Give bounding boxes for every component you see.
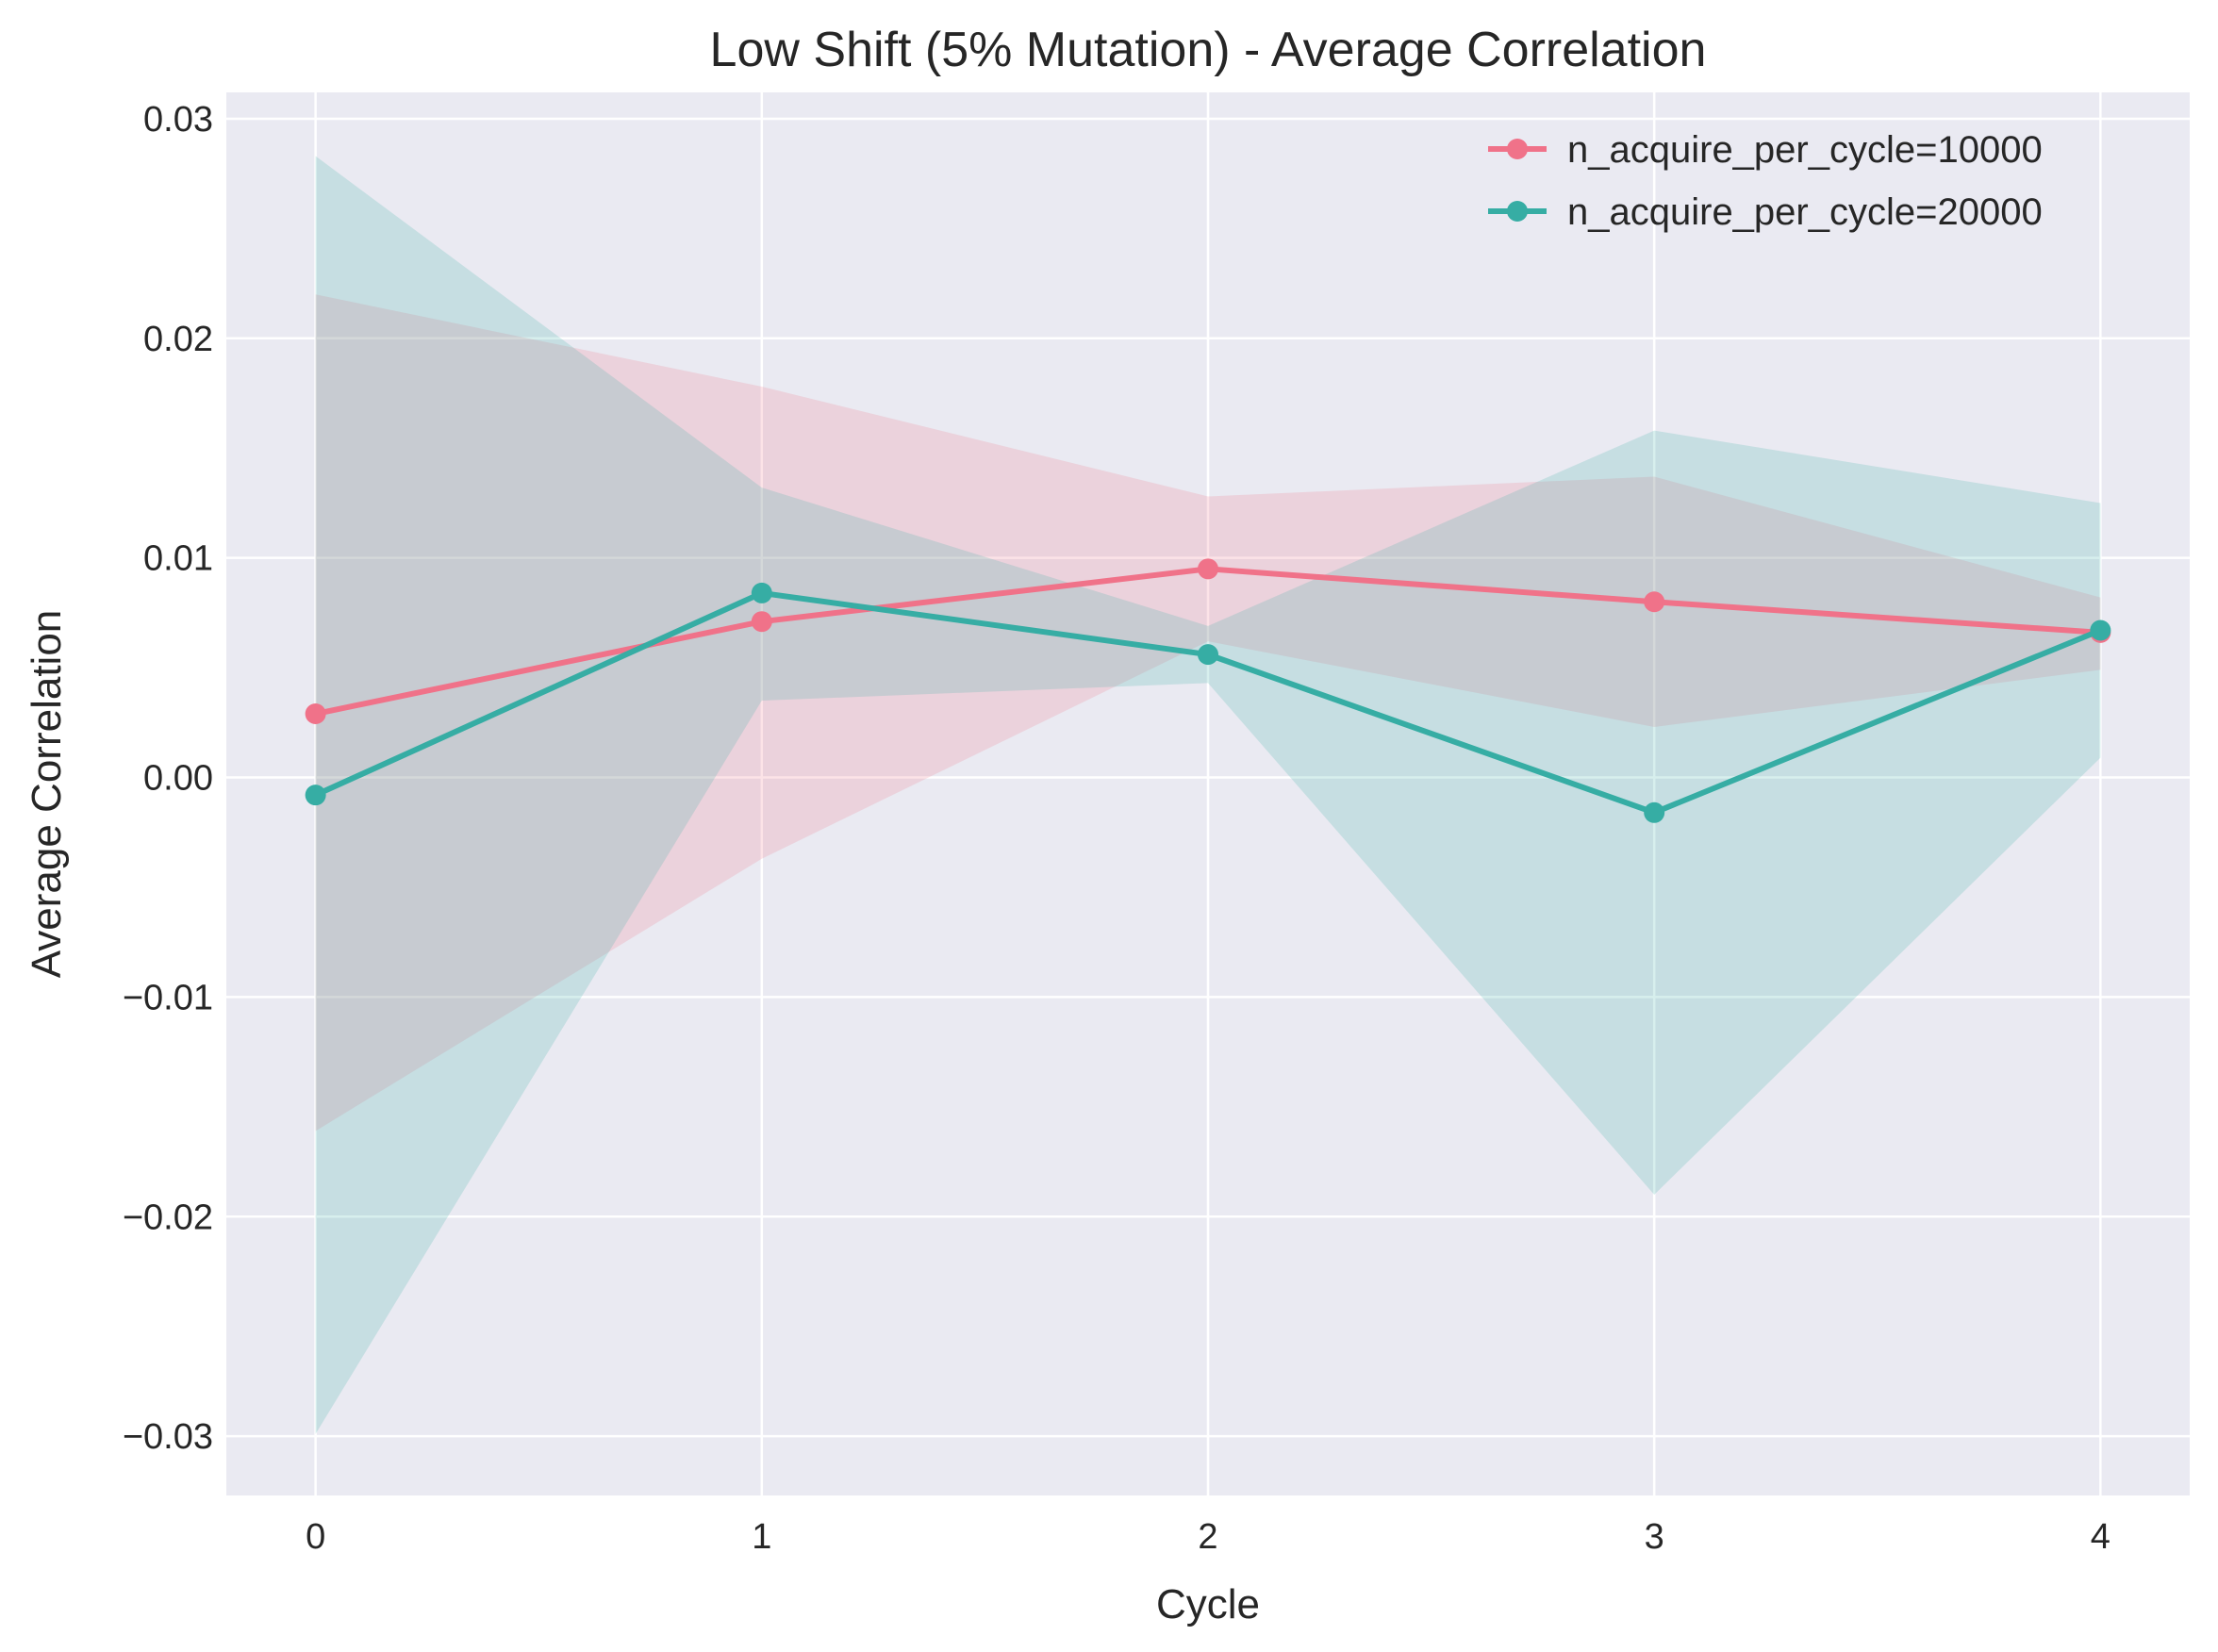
data-point-series-2 — [751, 582, 772, 603]
data-point-series-1 — [1198, 558, 1218, 580]
confidence-band-series-2 — [315, 156, 2101, 1434]
x-tick-label: 0 — [306, 1517, 325, 1557]
x-tick-label: 2 — [1198, 1517, 1217, 1557]
chart-title: Low Shift (5% Mutation) - Average Correl… — [710, 23, 1707, 77]
legend-marker — [1507, 139, 1528, 159]
legend-marker — [1507, 201, 1528, 222]
x-tick-label: 3 — [1645, 1517, 1664, 1557]
x-tick-label: 4 — [2091, 1517, 2110, 1557]
grid-lines — [226, 92, 2190, 1495]
y-tick-label: 0.01 — [143, 539, 213, 579]
y-tick-label: 0.03 — [143, 100, 213, 140]
y-tick-label: 0.02 — [143, 320, 213, 359]
y-tick-label: −0.02 — [123, 1198, 213, 1237]
data-point-series-1 — [305, 703, 326, 725]
data-point-series-2 — [1198, 644, 1218, 666]
x-tick-label: 1 — [752, 1517, 771, 1557]
y-tick-label: 0.00 — [143, 759, 213, 799]
confidence-band-series-1 — [315, 294, 2101, 1132]
legend-label: n_acquire_per_cycle=20000 — [1567, 191, 2043, 233]
data-point-series-1 — [1644, 591, 1665, 613]
legend: n_acquire_per_cycle=10000 n_acquire_per_c… — [1488, 129, 2043, 233]
y-tick-label: −0.03 — [123, 1417, 213, 1457]
data-point-series-2 — [305, 785, 326, 806]
y-tick-label: −0.01 — [123, 978, 213, 1017]
confidence-bands — [315, 156, 2101, 1434]
data-point-series-2 — [2090, 620, 2111, 641]
data-point-series-1 — [751, 611, 772, 633]
series-lines — [305, 558, 2111, 823]
x-tick-labels: 0 1 2 3 4 — [306, 1517, 2110, 1557]
legend-label: n_acquire_per_cycle=10000 — [1567, 129, 2043, 171]
x-axis-label: Cycle — [1156, 1581, 1260, 1627]
data-point-series-2 — [1644, 801, 1665, 823]
y-tick-labels: −0.03 −0.02 −0.01 0.00 0.01 0.02 0.03 — [123, 100, 213, 1457]
y-axis-label: Average Correlation — [24, 610, 70, 979]
